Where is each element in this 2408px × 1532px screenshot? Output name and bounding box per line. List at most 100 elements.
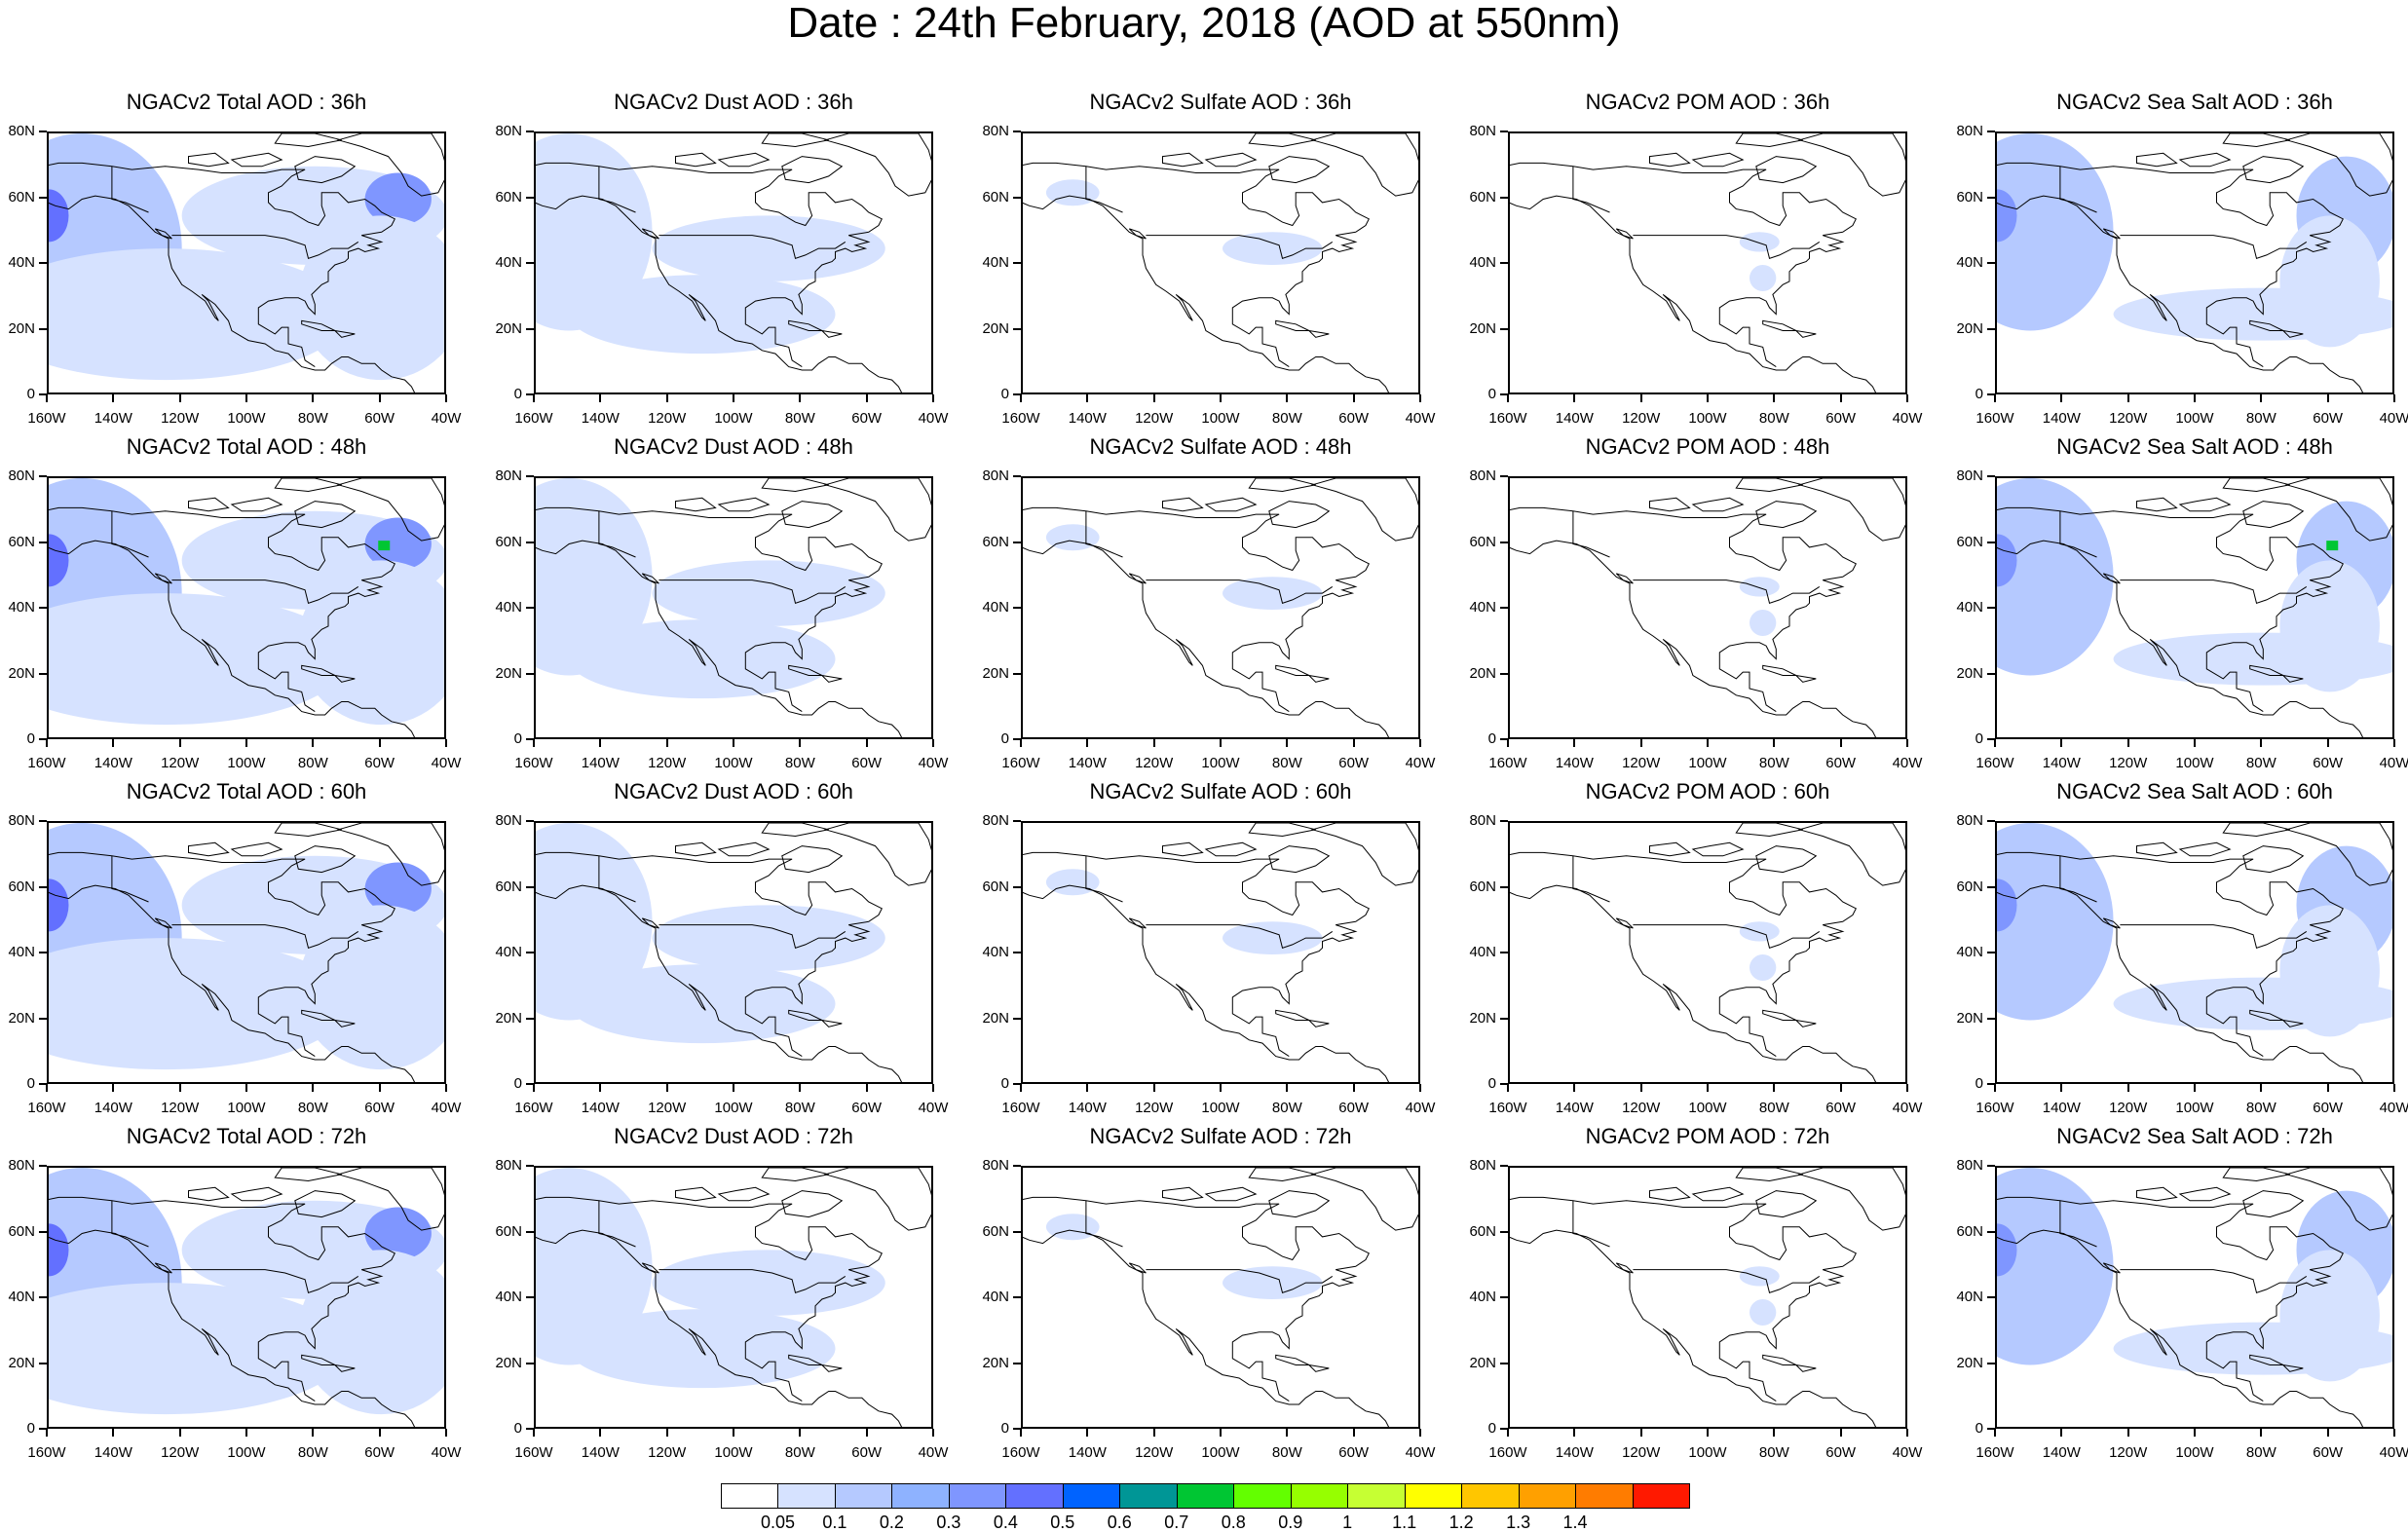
aod-field-area <box>49 878 69 932</box>
colorbar-swatch <box>1005 1483 1064 1509</box>
lon-tick <box>1707 739 1709 747</box>
lat-tick <box>1987 820 1995 822</box>
lat-tick-label: 20N <box>982 664 1009 682</box>
map-svg <box>536 133 931 392</box>
lat-tick <box>526 1017 534 1020</box>
lon-tick <box>799 1429 802 1437</box>
panel-title: NGACv2 POM AOD : 36h <box>1585 90 1830 114</box>
lat-tick-label: 0 <box>1975 1420 1983 1437</box>
national-border <box>2120 579 2308 604</box>
national-border <box>658 924 847 949</box>
greenland-coast <box>2284 133 2392 197</box>
colorbar-swatch <box>1119 1483 1178 1509</box>
lon-tick-label: 120W <box>2109 755 2148 771</box>
island-coast <box>2178 497 2232 512</box>
greenland-coast <box>1310 1168 1418 1231</box>
national-border <box>171 1269 359 1293</box>
island-coast <box>641 228 659 240</box>
lat-tick-label: 40N <box>495 254 522 271</box>
lat-tick-label: 40N <box>1469 944 1496 960</box>
national-border <box>171 235 359 259</box>
aod-field-area <box>49 248 349 381</box>
lon-tick-label: 120W <box>161 1444 200 1461</box>
alaska-border <box>111 855 149 903</box>
island-coast <box>641 917 659 929</box>
lat-tick <box>1500 1428 1508 1430</box>
aod-field-area <box>1997 1223 2017 1277</box>
lon-tick-label: 80W <box>2245 1100 2276 1116</box>
lat-tick <box>1013 672 1021 675</box>
lon-tick-label: 80W <box>2245 410 2276 427</box>
lon-tick <box>1086 394 1089 402</box>
coastline-east <box>1510 851 1857 1058</box>
island-coast <box>1248 823 1316 838</box>
lon-tick <box>2126 1429 2129 1437</box>
lon-tick-label: 100W <box>1201 755 1240 771</box>
lat-tick-label: 80N <box>495 812 522 829</box>
island-coast <box>1735 1168 1803 1182</box>
alaska-border <box>1572 166 1610 213</box>
lon-tick <box>1220 739 1222 747</box>
lon-tick <box>1220 394 1222 402</box>
panel-title: NGACv2 Total AOD : 60h <box>126 779 367 803</box>
island-coast <box>1615 1262 1634 1274</box>
map-svg <box>49 478 444 737</box>
island-coast <box>333 1364 356 1372</box>
alaska-border <box>598 1200 636 1248</box>
lon-tick <box>2194 1084 2196 1092</box>
map-svg <box>536 823 931 1082</box>
lon-tick <box>1086 1429 1089 1437</box>
lat-tick <box>1013 1083 1021 1085</box>
island-coast <box>1735 478 1803 493</box>
island-coast <box>1794 1364 1817 1372</box>
coastline-east <box>1510 162 1857 368</box>
aod-field-area <box>1750 610 1777 636</box>
lat-tick-label: 80N <box>8 467 35 484</box>
aod-field-area <box>1223 577 1323 610</box>
lon-tick <box>245 1084 247 1092</box>
lat-tick-label: 80N <box>1956 123 1983 139</box>
colorbar-swatch <box>1233 1483 1292 1509</box>
lon-tick <box>2260 1084 2263 1092</box>
national-border <box>171 579 359 604</box>
lat-tick <box>1987 738 1995 740</box>
lon-tick <box>1839 1084 1842 1092</box>
lon-tick <box>1707 394 1709 402</box>
island-coast <box>2249 664 2284 676</box>
lon-tick-label: 60W <box>364 755 395 771</box>
alaska-border <box>1572 855 1610 903</box>
aod-field-area <box>1739 921 1780 942</box>
lon-tick-label: 80W <box>297 755 328 771</box>
lon-tick <box>932 1429 934 1437</box>
lat-tick-label: 0 <box>26 1075 35 1092</box>
aod-field-area <box>298 905 444 1070</box>
lat-tick <box>1500 1230 1508 1233</box>
lat-tick-label: 0 <box>513 1420 522 1437</box>
aod-field-area <box>1045 179 1100 206</box>
coastline-east <box>1023 162 1370 368</box>
island-coast <box>675 152 717 168</box>
map-svg <box>1997 133 2392 392</box>
lon-tick-label: 100W <box>714 1100 753 1116</box>
island-coast <box>1248 1168 1316 1182</box>
lon-tick <box>2326 739 2329 747</box>
lat-tick-label: 60N <box>1469 188 1496 206</box>
aod-field-area <box>1997 823 2114 1021</box>
island-coast <box>1691 1186 1745 1202</box>
national-border <box>658 235 847 259</box>
lat-tick <box>1500 393 1508 395</box>
alaska-border <box>1085 166 1123 213</box>
coastline-east <box>536 1196 883 1402</box>
island-coast <box>154 917 172 929</box>
lat-tick <box>526 327 534 330</box>
lon-tick-label: 60W <box>2313 755 2344 771</box>
lat-tick-label: 40N <box>1956 944 1983 960</box>
aod-field-area <box>298 215 444 381</box>
lon-tick <box>445 739 447 747</box>
lat-tick <box>1987 1428 1995 1430</box>
island-coast <box>1762 664 1797 676</box>
lon-tick <box>112 1429 115 1437</box>
island-coast <box>2222 823 2290 838</box>
lat-tick <box>1987 1083 1995 1085</box>
greenland-coast <box>2284 1168 2392 1231</box>
